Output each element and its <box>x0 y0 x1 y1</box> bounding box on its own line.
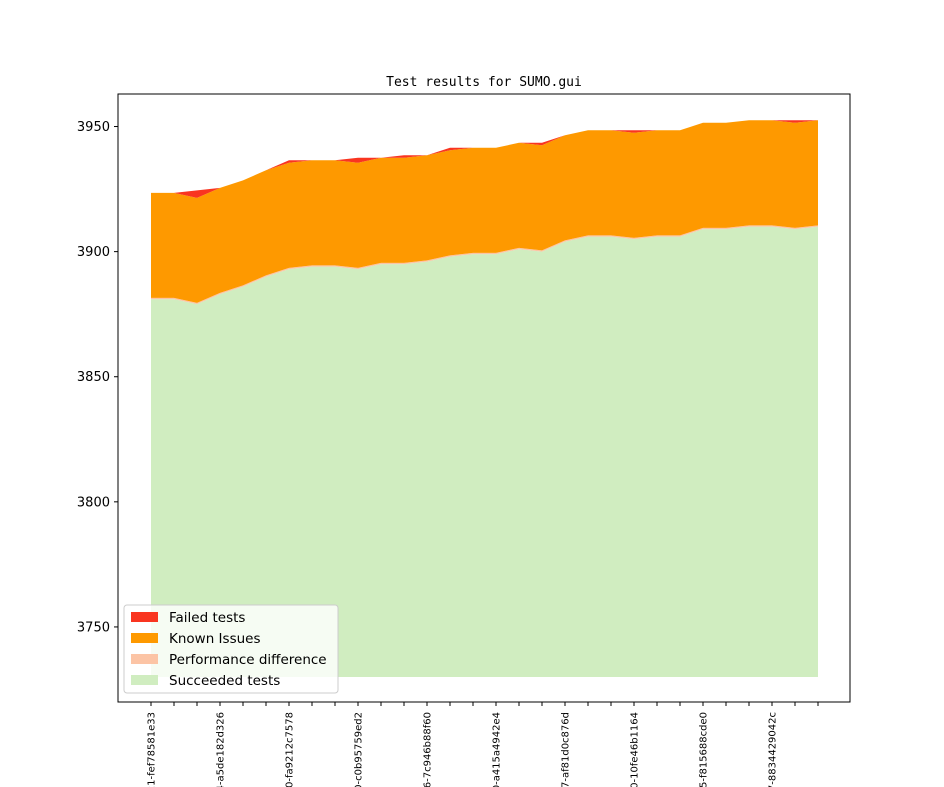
chart-title: Test results for SUMO.gui <box>386 75 582 90</box>
x-tick-label: 4-a5de182d326 <box>216 712 227 787</box>
x-tick-label: 0-fa9212c7578 <box>285 712 296 787</box>
x-tick-label: 0-10fe46b1164 <box>630 712 641 787</box>
legend-swatch <box>131 675 158 685</box>
area-known-issues <box>151 120 818 303</box>
x-tick-label: 5-f815688cde0 <box>699 712 710 787</box>
legend-swatch <box>131 633 158 643</box>
area-layers <box>151 120 818 677</box>
x-tick-label: 0-a415a4942e4 <box>492 712 503 787</box>
x-tick-label: 7-af81d0c876d <box>561 712 572 787</box>
legend-label: Performance difference <box>169 652 327 668</box>
legend-swatch <box>131 612 158 622</box>
x-tick-label: 6-7c946b88f60 <box>423 712 434 787</box>
legend-label: Succeeded tests <box>169 673 280 689</box>
legend-swatch <box>131 654 158 664</box>
x-tick-label: 0-c0b95759ed2 <box>354 712 365 787</box>
y-tick-label: 3950 <box>77 120 110 135</box>
area-succeeded-tests <box>151 226 818 677</box>
y-tick-label: 3800 <box>77 495 110 510</box>
legend-box <box>123 604 339 694</box>
x-tick-label: 7-8834429042c <box>768 712 779 787</box>
y-tick-label: 3900 <box>77 245 110 260</box>
legend-label: Known Issues <box>169 631 261 647</box>
y-tick-label: 3850 <box>77 370 110 385</box>
y-tick-label: 3750 <box>77 620 110 635</box>
legend: Failed tests Known Issues Performance diff… <box>123 604 339 694</box>
x-tick-label: 21-fef78581e33 <box>147 712 158 787</box>
plot-frame <box>117 93 851 703</box>
y-axis: 3750 3800 3850 3900 3950 <box>77 120 118 635</box>
legend-label: Failed tests <box>169 610 245 626</box>
x-axis: 21-fef78581e33 4-a5de182d326 0-fa9212c7578… <box>147 702 819 787</box>
